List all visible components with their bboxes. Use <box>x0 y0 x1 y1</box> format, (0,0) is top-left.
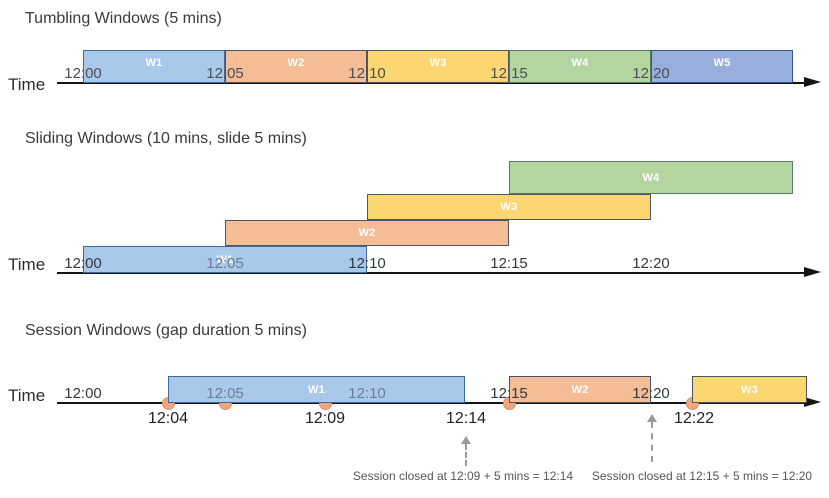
window-tumbling-w1: W1 <box>83 50 225 83</box>
window-label: W3 <box>500 201 518 213</box>
tick-label-sliding-12-10: 12:10 <box>348 255 386 272</box>
tick-label-tumbling-12-10: 12:10 <box>348 65 386 82</box>
window-sliding-w2: W2 <box>225 220 509 246</box>
tick-label-session-12-20: 12:20 <box>632 385 670 402</box>
window-label: W4 <box>571 57 589 69</box>
window-sliding-w4: W4 <box>509 161 793 194</box>
window-label: W1 <box>216 253 234 266</box>
window-session-w1: W1 <box>168 376 465 403</box>
tick-label-session-12-15: 12:15 <box>490 385 528 402</box>
tick-label-sliding-12-15: 12:15 <box>490 255 528 272</box>
window-session-w3: W3 <box>692 376 807 403</box>
tick-label-session-12-05: 12:05 <box>206 385 244 402</box>
window-label: W5 <box>713 57 731 69</box>
axis-arrowhead-icon-sliding <box>804 267 821 277</box>
session-closed-annotation-2: Session closed at 12:15 + 5 mins = 12:20 <box>591 469 813 483</box>
event-time-label-12-14: 12:14 <box>445 410 487 427</box>
window-tumbling-w5: W5 <box>651 50 793 83</box>
section-title-session: Session Windows (gap duration 5 mins) <box>25 322 307 339</box>
session-close-arrow-shaft <box>465 444 467 466</box>
tick-label-sliding-12-05: 12:05 <box>206 255 244 272</box>
window-label: W3 <box>740 383 759 396</box>
session-close-arrow-icon <box>647 414 657 422</box>
window-sliding-w3: W3 <box>367 194 651 220</box>
tick-label-tumbling-12-00: 12:00 <box>64 65 102 82</box>
tick-label-tumbling-12-20: 12:20 <box>632 65 670 82</box>
event-time-label-12-04: 12:04 <box>147 410 189 427</box>
event-time-label-12-09: 12:09 <box>304 410 346 427</box>
window-label: W2 <box>358 227 376 239</box>
window-tumbling-w3: W3 <box>367 50 509 83</box>
section-title-sliding: Sliding Windows (10 mins, slide 5 mins) <box>25 130 307 147</box>
window-label: W4 <box>642 171 660 184</box>
time-axis-line-tumbling <box>57 82 804 84</box>
window-label: W2 <box>287 57 305 69</box>
tick-label-session-12-00: 12:00 <box>64 385 102 402</box>
window-sliding-w1: W1 <box>83 246 367 273</box>
window-tumbling-w2: W2 <box>225 50 367 83</box>
time-axis-line-session <box>57 402 804 404</box>
tick-label-session-12-10: 12:10 <box>348 385 386 402</box>
time-axis-caption-session: Time <box>8 386 46 405</box>
session-close-arrow-shaft <box>651 422 653 462</box>
time-axis-line-sliding <box>57 272 804 274</box>
tick-label-tumbling-12-05: 12:05 <box>206 65 244 82</box>
event-time-label-12-22: 12:22 <box>673 410 715 427</box>
axis-arrowhead-icon-session <box>804 397 821 407</box>
window-label: W1 <box>307 383 326 396</box>
section-title-tumbling: Tumbling Windows (5 mins) <box>25 10 222 27</box>
tick-label-tumbling-12-15: 12:15 <box>490 65 528 82</box>
axis-arrowhead-icon-tumbling <box>804 77 821 87</box>
session-close-arrow-icon <box>461 436 471 444</box>
time-axis-caption-tumbling: Time <box>8 75 46 94</box>
window-label: W1 <box>145 57 163 69</box>
window-label: W2 <box>571 383 589 396</box>
time-axis-caption-sliding: Time <box>8 255 46 274</box>
tick-label-sliding-12-20: 12:20 <box>632 255 670 272</box>
window-label: W3 <box>429 57 447 69</box>
tick-label-sliding-12-00: 12:00 <box>64 255 102 272</box>
session-closed-annotation-1: Session closed at 12:09 + 5 mins = 12:14 <box>352 469 574 483</box>
window-session-w2: W2 <box>509 376 651 403</box>
window-tumbling-w4: W4 <box>509 50 651 83</box>
